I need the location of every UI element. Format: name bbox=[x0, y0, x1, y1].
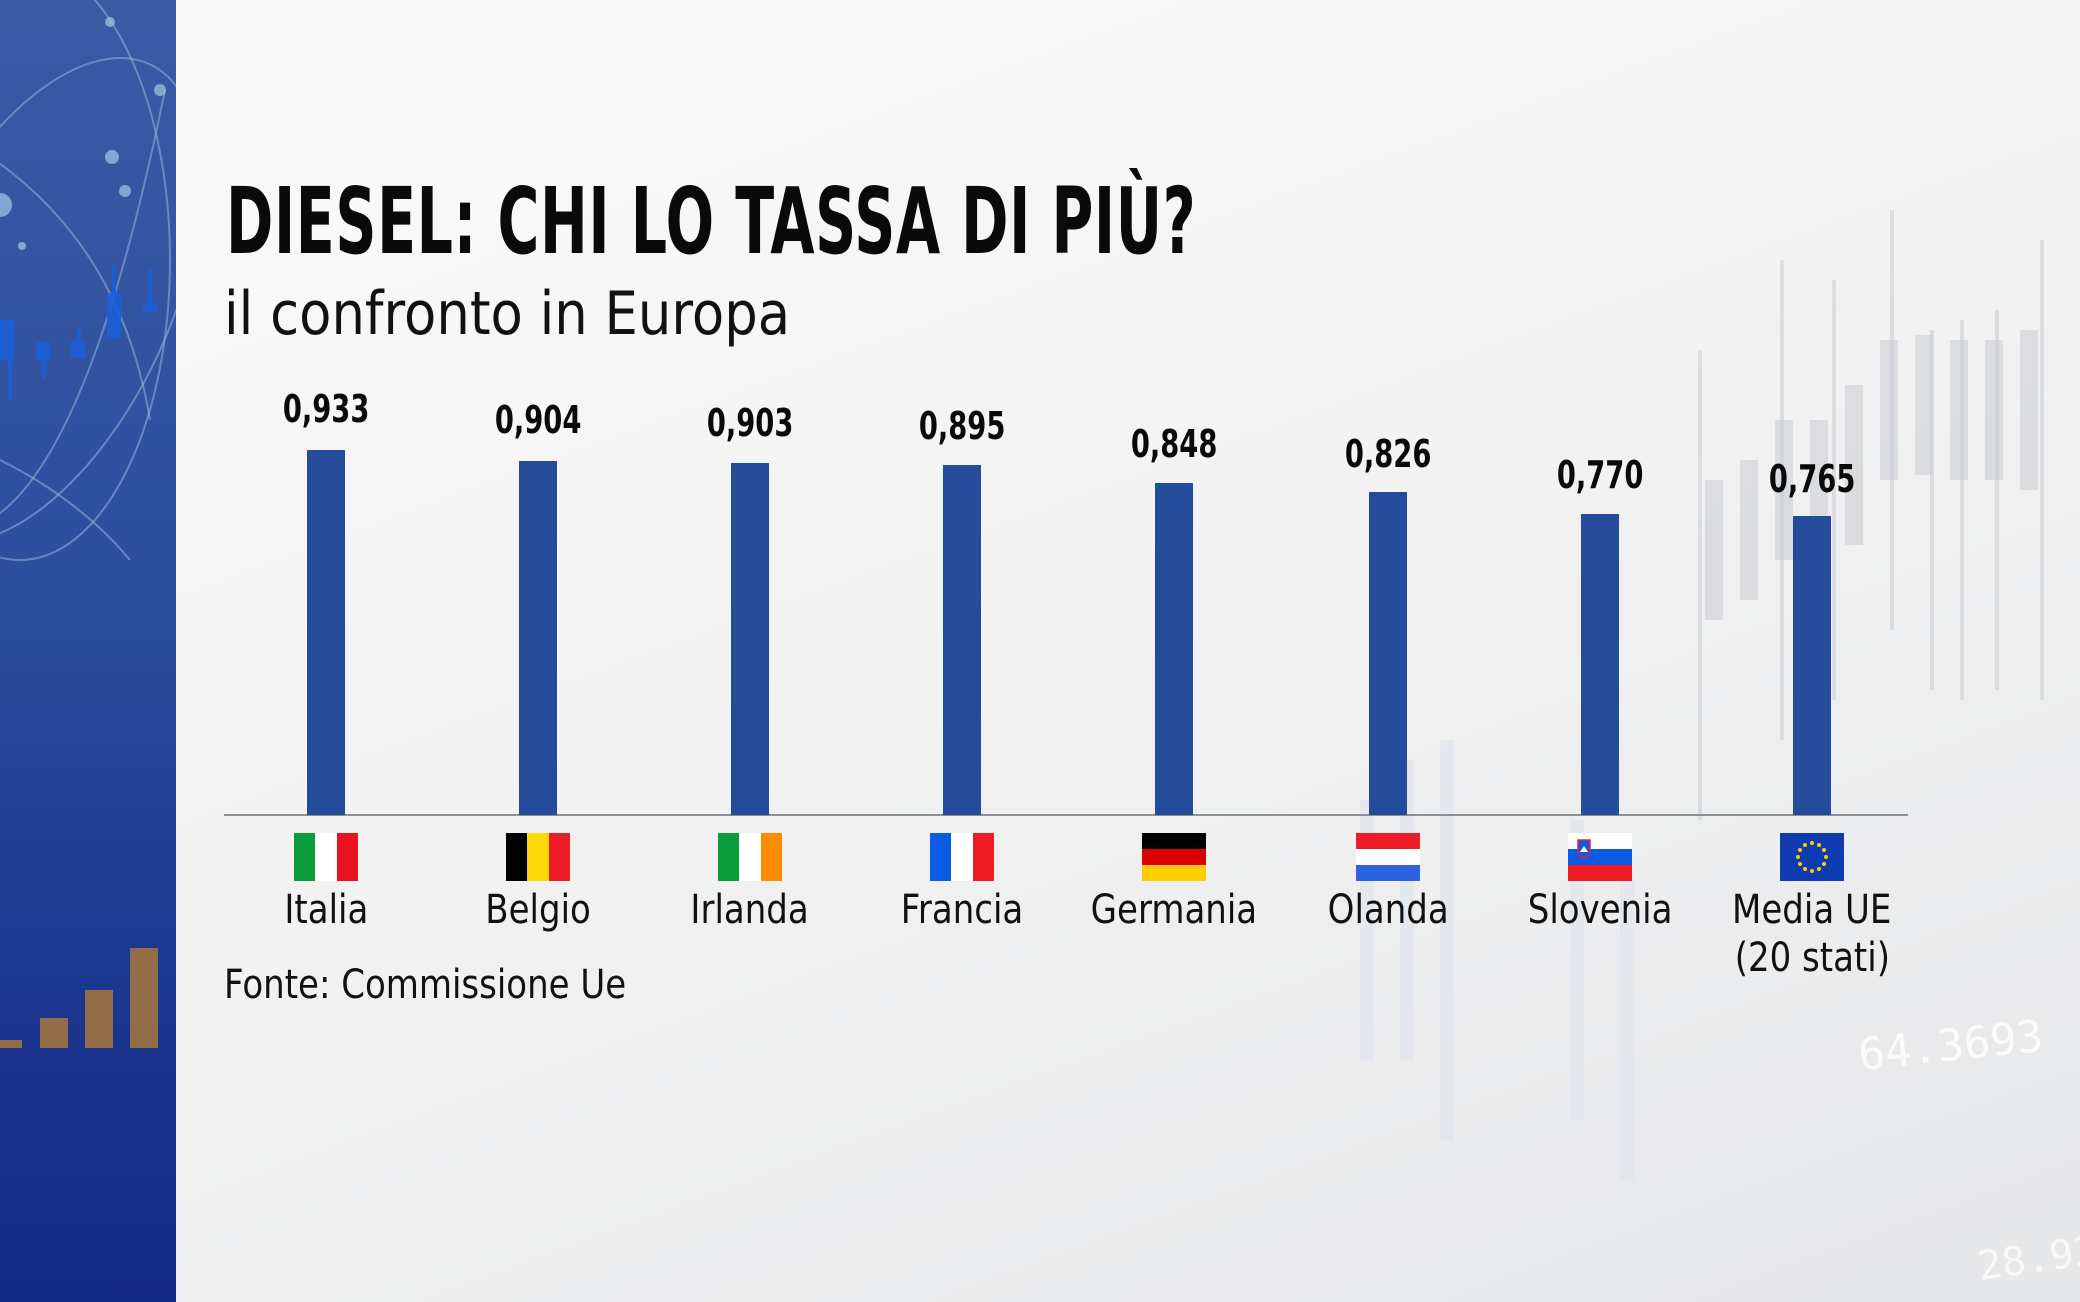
bar-value-label: 0,895 bbox=[918, 404, 1006, 448]
bar-group-belgio: 0,904 Belgio bbox=[432, 0, 644, 1302]
bar-group-olanda: 0,826 Olanda bbox=[1282, 0, 1494, 1302]
bar-value-label: 0,848 bbox=[1130, 422, 1218, 466]
bar-olanda bbox=[1369, 492, 1407, 815]
eu-stars-icon bbox=[1796, 841, 1828, 873]
bar-germania bbox=[1155, 483, 1193, 815]
slovenia-flag-icon bbox=[1568, 833, 1632, 881]
bar-media-ue bbox=[1793, 516, 1831, 815]
bar-group-irlanda: 0,903 Irlanda bbox=[644, 0, 856, 1302]
bar-belgio bbox=[519, 461, 557, 815]
bar-group-italia: 0,933 Italia bbox=[220, 0, 432, 1302]
bar-value-label: 0,765 bbox=[1768, 457, 1856, 501]
category-label: Olanda bbox=[1327, 887, 1449, 933]
ireland-flag-icon bbox=[718, 833, 782, 881]
bar-value-label: 0,933 bbox=[282, 387, 370, 431]
belgium-flag-icon bbox=[506, 833, 570, 881]
category-label: Irlanda bbox=[690, 887, 810, 933]
decorative-sidebar bbox=[0, 0, 176, 1302]
bar-francia bbox=[943, 465, 981, 815]
bar-slovenia bbox=[1581, 514, 1619, 815]
category-label: Francia bbox=[900, 887, 1024, 933]
bar-group-media-ue: 0,765 Media UE (20 stati) bbox=[1706, 0, 1918, 1302]
bar-value-label: 0,903 bbox=[706, 401, 794, 445]
bar-value-label: 0,826 bbox=[1344, 432, 1432, 476]
bar-group-slovenia: 0,770 Slovenia bbox=[1494, 0, 1706, 1302]
page-title: DIESEL: CHI LO TASSA DI PIÙ? bbox=[226, 168, 1197, 275]
bar-irlanda bbox=[731, 463, 769, 815]
eu-flag-icon bbox=[1780, 833, 1844, 881]
category-label: Slovenia bbox=[1527, 887, 1673, 933]
bar-value-label: 0,770 bbox=[1556, 453, 1644, 497]
italy-flag-icon bbox=[294, 833, 358, 881]
bar-group-germania: 0,848 Germania bbox=[1068, 0, 1280, 1302]
bar-italia bbox=[307, 450, 345, 815]
source-note: Fonte: Commissione Ue bbox=[224, 962, 627, 1008]
x-axis-line bbox=[224, 814, 1908, 816]
bar-group-francia: 0,895 Francia bbox=[856, 0, 1068, 1302]
category-label: Italia bbox=[284, 887, 368, 933]
category-label: Media UE (20 stati) bbox=[1732, 887, 1892, 981]
globe-network-icon bbox=[0, 0, 176, 1048]
netherlands-flag-icon bbox=[1356, 833, 1420, 881]
slovenia-coat-of-arms-icon bbox=[1577, 839, 1591, 859]
germany-flag-icon bbox=[1142, 833, 1206, 881]
category-label: Belgio bbox=[485, 887, 591, 933]
category-label: Germania bbox=[1090, 887, 1258, 933]
france-flag-icon bbox=[930, 833, 994, 881]
bar-value-label: 0,904 bbox=[494, 398, 582, 442]
page-subtitle: il confronto in Europa bbox=[224, 279, 791, 349]
